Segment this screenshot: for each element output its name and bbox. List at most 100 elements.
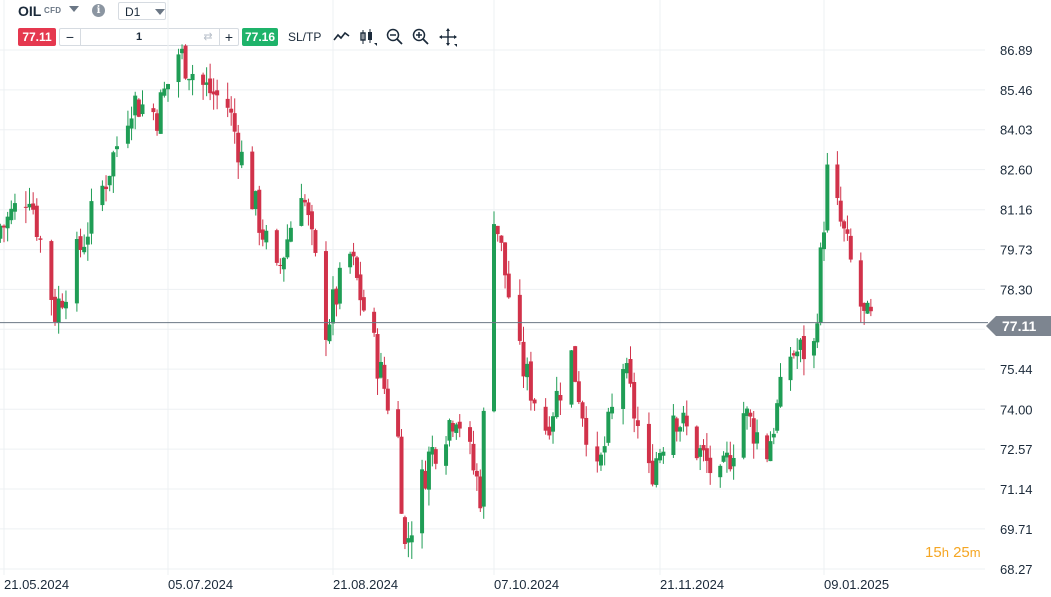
candle-up: [133, 95, 138, 116]
candle-down: [628, 359, 633, 384]
candle-down: [858, 260, 863, 307]
timer-hours: 15: [925, 544, 942, 561]
zoom-in-icon[interactable]: [411, 27, 431, 47]
candle-down: [650, 460, 655, 485]
timer-hours-unit: h: [941, 545, 949, 560]
candle-down: [848, 235, 853, 260]
y-tick-label: 81.16: [1000, 203, 1033, 218]
increase-button[interactable]: +: [219, 29, 238, 45]
candle-down: [351, 251, 356, 257]
candle-up: [811, 341, 816, 356]
candle-down: [632, 382, 637, 419]
candle-up: [409, 535, 414, 543]
candle-down: [250, 151, 255, 210]
x-tick-label: 21.08.2024: [333, 577, 398, 592]
candle-up: [569, 350, 574, 405]
candle-up: [125, 125, 130, 144]
candle-up: [56, 298, 61, 323]
candle-up: [492, 224, 496, 412]
timeframe-select[interactable]: D1: [118, 2, 166, 20]
swap-icon[interactable]: ⇄: [203, 31, 213, 43]
quantity-input[interactable]: 1: [135, 31, 143, 43]
candle-down: [104, 186, 109, 190]
info-icon[interactable]: i: [92, 4, 105, 17]
candle-up: [140, 104, 145, 115]
candle-up: [378, 361, 383, 378]
candle-up: [129, 118, 134, 129]
candle-down: [580, 402, 585, 419]
candle-up: [745, 408, 750, 417]
line-chart-icon[interactable]: [332, 27, 352, 47]
candle-down: [646, 423, 651, 464]
candle-up: [5, 216, 10, 229]
candle-down: [521, 341, 526, 377]
candles-icon[interactable]: [358, 27, 378, 47]
candle-up: [731, 457, 736, 467]
sell-button[interactable]: 77.11: [18, 28, 56, 46]
candle-down: [2, 225, 6, 228]
x-tick-label: 21.05.2024: [4, 577, 69, 592]
candle-up: [27, 203, 32, 208]
candle-up: [724, 452, 729, 458]
candle-up: [865, 302, 870, 314]
candle-down: [155, 113, 160, 131]
candle-down: [225, 98, 230, 108]
candle-down: [701, 445, 706, 451]
decrease-button[interactable]: −: [60, 29, 81, 45]
candle-up: [525, 363, 530, 378]
candle-up: [718, 465, 723, 478]
candle-up: [775, 403, 780, 431]
symbol-name[interactable]: OIL: [18, 3, 42, 19]
symbol-dropdown-icon[interactable]: [69, 6, 79, 12]
candle-up: [176, 54, 181, 83]
y-tick-label: 68.27: [1000, 562, 1033, 577]
candle-up: [89, 201, 94, 234]
candle-down: [358, 274, 363, 301]
crosshair-move-icon[interactable]: [438, 27, 458, 47]
candle-up: [285, 239, 290, 258]
candle-up: [9, 208, 14, 221]
candle-up: [671, 415, 676, 455]
y-tick-label: 69.71: [1000, 522, 1033, 537]
timeframe-value: D1: [125, 5, 141, 19]
y-tick-label: 79.73: [1000, 243, 1033, 258]
candle-down: [183, 45, 188, 79]
candle-up: [554, 390, 559, 418]
candle-up: [598, 454, 603, 466]
candle-down: [791, 353, 796, 356]
candle-down: [302, 199, 307, 203]
candle-up: [624, 363, 629, 374]
candle-down: [838, 200, 843, 222]
candle-down: [232, 113, 237, 132]
candle-down: [257, 189, 262, 233]
candle-up: [551, 416, 556, 432]
candle-down: [278, 264, 283, 266]
candle-up: [12, 203, 17, 212]
quantity-stepper[interactable]: − 1 ⇄ +: [59, 28, 239, 46]
candle-up: [771, 433, 776, 438]
candle-down: [34, 205, 39, 237]
candle-up: [621, 369, 626, 409]
candle-up: [107, 175, 112, 186]
candle-down: [868, 306, 873, 312]
candle-down: [23, 206, 28, 208]
candle-up: [818, 247, 823, 323]
y-tick-label: 86.89: [1000, 43, 1033, 58]
candle-up: [253, 191, 258, 210]
candle-up: [602, 446, 607, 453]
candle-down: [495, 225, 500, 235]
zoom-out-icon[interactable]: [385, 27, 405, 47]
candle-up: [190, 73, 195, 81]
candle-up: [454, 424, 459, 433]
buy-button[interactable]: 77.16: [242, 28, 278, 46]
candle-up: [100, 185, 105, 206]
sltp-button[interactable]: SL/TP: [288, 30, 322, 44]
candle-down: [835, 164, 840, 199]
candle-down: [478, 476, 483, 509]
candle-up: [430, 447, 435, 455]
candle-down: [215, 90, 220, 96]
candle-down: [595, 446, 600, 462]
candle-up: [331, 289, 335, 324]
candle-down: [862, 302, 867, 311]
